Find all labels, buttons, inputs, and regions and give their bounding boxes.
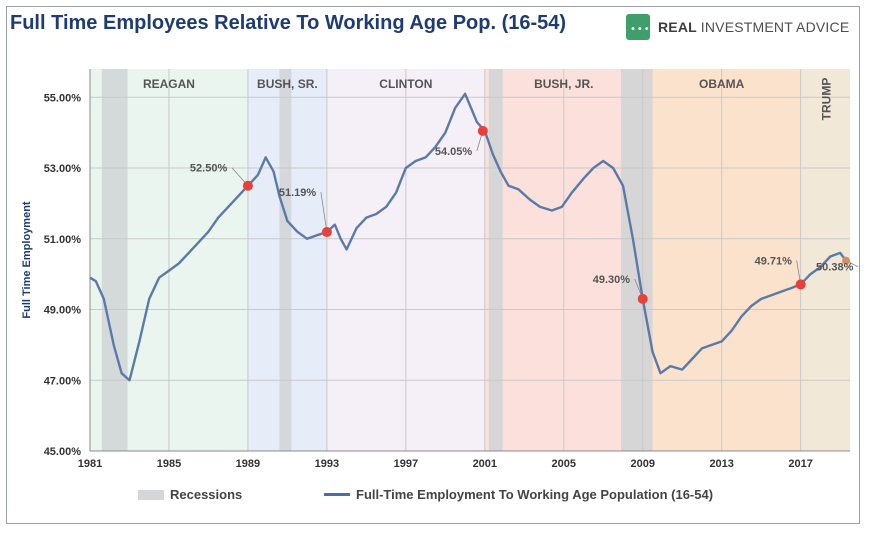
axes: 1981 1985 1989 1993 1997 2001 2005 2009 2013 2017… [44,69,850,470]
president-bands [90,69,850,451]
x-tick-label: 2001 [473,458,497,470]
president-band [800,69,850,451]
president-label: BUSH, JR. [534,77,593,91]
y-tick-label: 51.00% [44,234,82,246]
y-tick-label: 55.00% [44,92,82,104]
y-tick-label: 49.00% [44,305,82,317]
grid [90,69,850,452]
x-tick-label: 1993 [315,458,339,470]
legend-series: Full-Time Employment To Working Age Popu… [324,487,713,502]
x-tick-label: 1989 [236,458,260,470]
legend: Recessions Full-Time Employment To Worki… [0,487,872,505]
data-marker [637,293,648,304]
x-tick-label: 2009 [630,458,654,470]
data-label: 49.30% [593,274,631,286]
recession-swatch [138,489,164,500]
data-marker [321,227,332,238]
x-tick-label: 2017 [788,458,812,470]
recession-band [488,69,503,451]
data-label: 51.19% [279,187,317,199]
data-marker [477,125,488,136]
y-tick-label: 53.00% [44,163,82,175]
series-line [89,92,848,382]
leader-line [320,191,328,233]
y-axis-label: Full Time Employment [21,201,33,318]
chart-title: Full Time Employees Relative To Working … [10,12,567,34]
president-label: OBAMA [699,77,745,91]
y-tick-label: 45.00% [44,446,82,458]
x-tick-label: 1997 [394,458,418,470]
recession-band [101,69,128,451]
series-swatch [324,493,350,496]
x-tick-label: 2005 [552,458,576,470]
brand-logo: ••• REAL INVESTMENT ADVICE [626,14,849,40]
president-label: TRUMP [819,78,833,121]
president-label: BUSH, SR. [257,77,318,91]
recession-band [279,69,292,451]
annotations: 52.50% 51.19% 54.05% 49.30% 49.71% 50.38% [190,125,859,304]
x-tick-label: 1985 [157,458,181,470]
x-tick-label: 2013 [709,458,733,470]
x-tick-label: 1981 [78,458,102,470]
data-label: 50.38% [816,262,854,274]
data-label: 54.05% [435,146,473,158]
data-label: 49.71% [755,255,793,267]
president-label: CLINTON [379,77,432,91]
president-labels: REAGAN BUSH, SR. CLINTON BUSH, JR. OBAMA TRUM… [143,77,833,120]
data-marker [242,180,253,191]
data-marker [842,256,851,265]
president-label: REAGAN [143,77,195,91]
data-marker [795,279,806,290]
legend-recessions: Recessions [138,487,242,502]
chat-bubble-icon: ••• [626,14,650,40]
brand-name: REAL INVESTMENT ADVICE [658,19,850,35]
y-tick-label: 47.00% [44,375,82,387]
data-label: 52.50% [190,163,228,175]
series-layer [89,92,848,382]
